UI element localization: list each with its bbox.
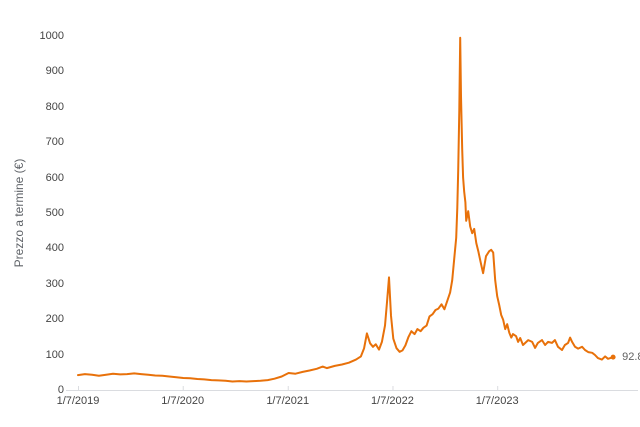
x-tick-label: 1/7/2022 — [371, 395, 414, 407]
y-tick-label: 1000 — [39, 30, 64, 42]
y-axis-title: Prezzo a termine (€) — [12, 158, 26, 268]
y-tick-label: 700 — [45, 136, 64, 149]
y-tick-label: 900 — [45, 65, 64, 78]
y-tick-label: 100 — [45, 348, 64, 361]
x-tick-label: 1/7/2020 — [161, 395, 205, 407]
y-tick-label: 0 — [57, 384, 64, 396]
y-tick-label: 500 — [45, 207, 64, 219]
x-tick-label: 1/7/2019 — [56, 395, 100, 407]
y-tick-label: 200 — [45, 313, 64, 326]
y-tick-label: 400 — [45, 242, 64, 255]
y-tick-label: 600 — [45, 171, 64, 184]
x-tick-label: 1/7/2021 — [266, 395, 310, 407]
x-tick-label: 1/7/2023 — [475, 395, 519, 407]
x-axis-ticks — [78, 386, 499, 391]
y-tick-label: 300 — [45, 277, 64, 290]
price-line-series — [77, 36, 615, 383]
y-tick-label: 800 — [45, 100, 64, 113]
last-value-label: 92.8 — [622, 351, 640, 364]
series-end-point — [610, 354, 616, 360]
